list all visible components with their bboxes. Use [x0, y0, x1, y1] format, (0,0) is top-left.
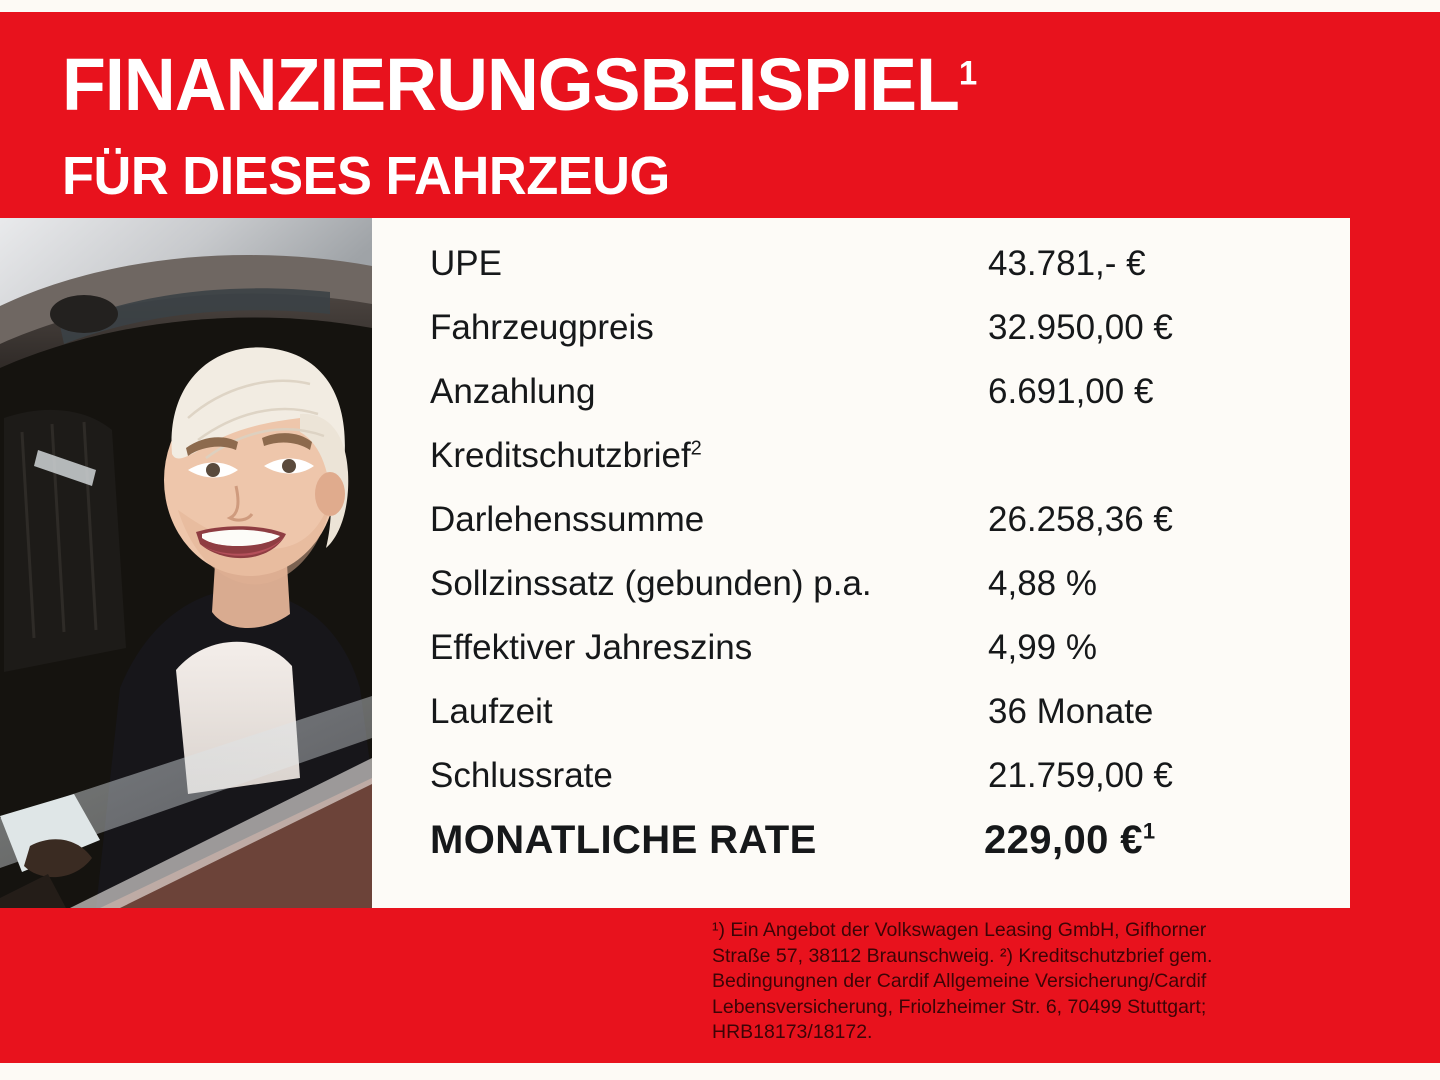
- footnote-line: Lebensversicherung, Friolzheimer Str. 6,…: [712, 995, 1207, 1018]
- table-row: Sollzinssatz (gebunden) p.a. 4,88 %: [372, 552, 1350, 616]
- row-value: 43.781,- €: [988, 244, 1146, 283]
- table-row: Effektiver Jahreszins 4,99 %: [372, 616, 1350, 680]
- row-value: 6.691,00 €: [988, 372, 1154, 411]
- footnote-line: HRB18173/18172.: [712, 1021, 873, 1043]
- page-title-text: FINANZIERUNGSBEISPIEL: [62, 43, 960, 126]
- row-label: Effektiver Jahreszins: [430, 628, 753, 667]
- page-title-superscript: 1: [958, 54, 978, 93]
- finance-details-panel: UPE 43.781,- € Fahrzeugpreis 32.950,00 €…: [372, 218, 1350, 908]
- row-value: 26.258,36 €: [988, 500, 1173, 539]
- table-row: Fahrzeugpreis 32.950,00 €: [372, 296, 1350, 360]
- footnote: ¹) Ein Angebot der Volkswagen Leasing Gm…: [712, 918, 1332, 1046]
- table-row: Kreditschutzbrief2: [372, 424, 1350, 488]
- row-value-text: 229,00 €: [984, 818, 1143, 862]
- table-row: Schlussrate 21.759,00 €: [372, 744, 1350, 808]
- row-label-superscript: 2: [690, 437, 702, 460]
- row-label-text: Kreditschutzbrief: [430, 436, 691, 475]
- row-label: Fahrzeugpreis: [430, 308, 654, 347]
- page-title: FINANZIERUNGSBEISPIEL1: [62, 48, 977, 122]
- table-row: Laufzeit 36 Monate: [372, 680, 1350, 744]
- row-value: 32.950,00 €: [988, 308, 1173, 347]
- footnote-line: ¹) Ein Angebot der Volkswagen Leasing Gm…: [712, 919, 1207, 941]
- row-label: MONATLICHE RATE: [430, 818, 817, 862]
- row-value: 21.759,00 €: [988, 756, 1173, 795]
- footnote-line: Bedingungnen der Cardif Allgemeine Versi…: [712, 970, 1207, 992]
- table-row: UPE 43.781,- €: [372, 232, 1350, 296]
- row-label: Darlehenssumme: [430, 500, 705, 539]
- row-label: Schlussrate: [430, 756, 613, 795]
- table-row: Darlehenssumme 26.258,36 €: [372, 488, 1350, 552]
- table-row: Anzahlung 6.691,00 €: [372, 360, 1350, 424]
- finance-poster: FINANZIERUNGSBEISPIEL1 FÜR DIESES FAHRZE…: [0, 12, 1440, 1063]
- footnote-line: Straße 57, 38112 Braunschweig. ²) Kredit…: [712, 944, 1213, 967]
- row-label: Sollzinssatz (gebunden) p.a.: [430, 564, 872, 603]
- page-subtitle: FÜR DIESES FAHRZEUG: [62, 146, 670, 206]
- vehicle-driver-photo: [0, 218, 372, 908]
- row-value: 4,99 %: [988, 628, 1097, 667]
- header-band: FINANZIERUNGSBEISPIEL1 FÜR DIESES FAHRZE…: [0, 12, 1440, 218]
- row-label: Anzahlung: [430, 372, 596, 411]
- photo-illustration: [0, 218, 372, 908]
- row-label: Kreditschutzbrief2: [430, 436, 702, 476]
- row-value: 229,00 €1: [984, 820, 1156, 860]
- row-value: 36 Monate: [988, 692, 1154, 731]
- row-value-superscript: 1: [1142, 818, 1156, 844]
- monthly-rate-row: MONATLICHE RATE 229,00 €1: [372, 808, 1350, 872]
- row-label: UPE: [430, 244, 502, 283]
- row-value: 4,88 %: [988, 564, 1097, 603]
- row-label: Laufzeit: [430, 692, 553, 731]
